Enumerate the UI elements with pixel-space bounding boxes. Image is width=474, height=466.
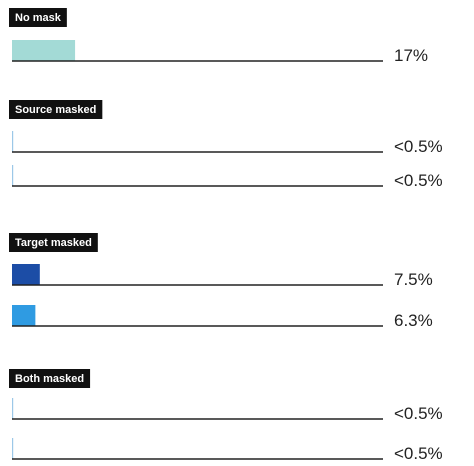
group-label: Source masked [15,104,96,116]
group-label-bg [9,233,98,252]
value-label: <0.5% [394,137,443,156]
value-label: 17% [394,46,428,65]
value-label: <0.5% [394,171,443,190]
group-label: Both masked [15,373,84,385]
bar [12,305,36,326]
value-label: 7.5% [394,270,433,289]
bar [12,264,40,285]
group-label: Target masked [15,237,92,249]
group-label-bg [9,369,91,388]
bar [12,398,14,419]
bar [12,165,14,186]
group-label: No mask [15,12,62,24]
value-label: <0.5% [394,404,443,423]
bar [12,131,14,152]
bar [12,40,76,61]
value-label: 6.3% [394,311,433,330]
group-label-bg [9,8,67,27]
bar [12,438,14,459]
value-label: <0.5% [394,444,443,463]
group-label-bg [9,100,103,119]
